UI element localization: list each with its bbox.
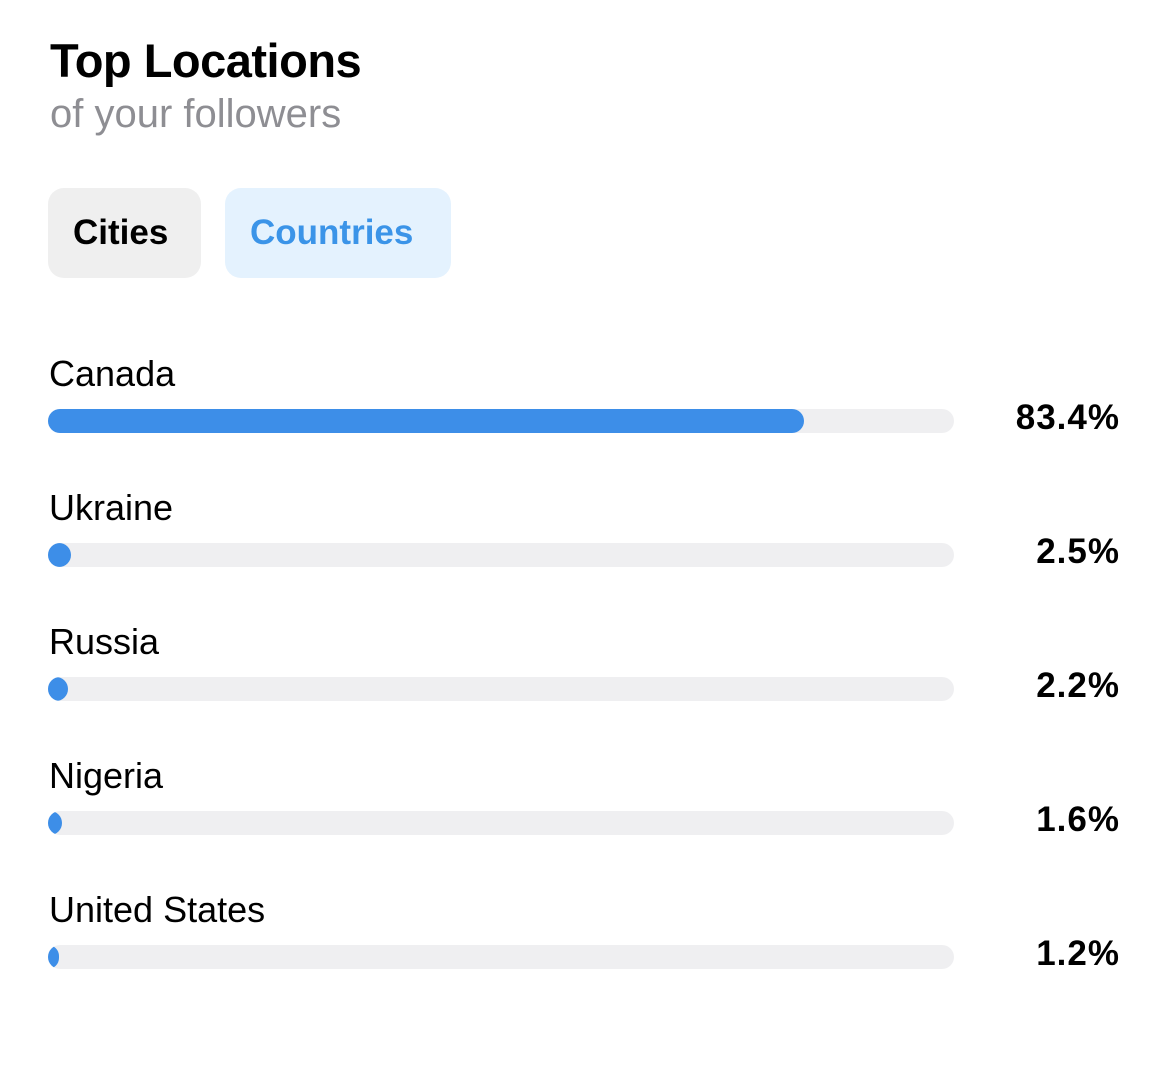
percentage-bar-track bbox=[48, 543, 954, 567]
percentage-bar-track bbox=[48, 945, 954, 969]
location-percentage: 1.2% bbox=[1036, 934, 1120, 973]
tab-countries[interactable]: Countries bbox=[225, 188, 451, 278]
location-percentage: 83.4% bbox=[1015, 398, 1120, 437]
percentage-bar-fill bbox=[48, 677, 68, 701]
location-percentage: 2.5% bbox=[1036, 532, 1120, 571]
location-row-russia: Russia 2.2% bbox=[48, 616, 1120, 750]
location-row-united-states: United States 1.2% bbox=[48, 884, 1120, 1018]
header: Top Locations of your followers bbox=[50, 32, 362, 138]
percentage-bar-fill bbox=[48, 543, 71, 567]
location-name: Canada bbox=[49, 353, 176, 394]
percentage-bar-track bbox=[48, 409, 954, 433]
location-row-nigeria: Nigeria 1.6% bbox=[48, 750, 1120, 884]
location-name: Ukraine bbox=[49, 487, 174, 528]
location-name: Nigeria bbox=[49, 755, 164, 796]
location-row-ukraine: Ukraine 2.5% bbox=[48, 482, 1120, 616]
tab-cities[interactable]: Cities bbox=[48, 188, 201, 278]
percentage-bar-fill bbox=[48, 811, 63, 835]
locations-list: Canada 83.4% Ukraine 2.5% Russia 2.2% Ni… bbox=[48, 348, 1120, 1018]
location-percentage: 2.2% bbox=[1036, 666, 1120, 705]
percentage-bar-track bbox=[48, 677, 954, 701]
location-type-tabs: Cities Countries bbox=[48, 188, 451, 278]
location-row-canada: Canada 83.4% bbox=[48, 348, 1120, 482]
location-name: United States bbox=[49, 889, 266, 930]
location-percentage: 1.6% bbox=[1036, 800, 1120, 839]
location-name: Russia bbox=[49, 621, 160, 662]
percentage-bar-fill bbox=[48, 945, 59, 969]
page-title: Top Locations bbox=[50, 34, 362, 87]
page-subtitle: of your followers bbox=[50, 92, 342, 136]
percentage-bar-fill bbox=[48, 409, 804, 433]
percentage-bar-track bbox=[48, 811, 954, 835]
